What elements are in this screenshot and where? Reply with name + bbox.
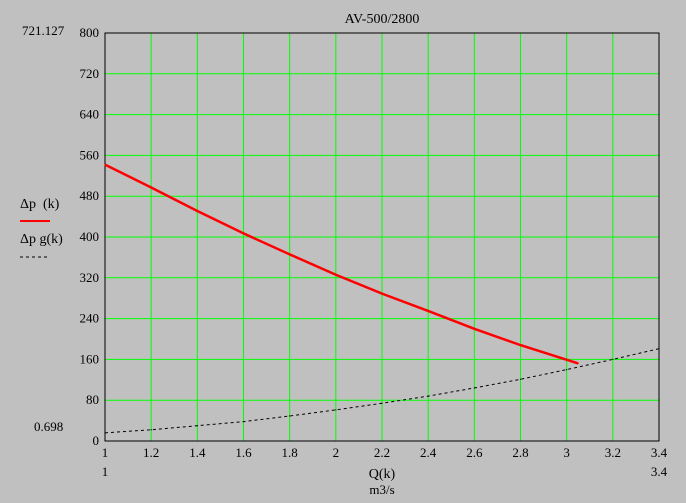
series-point [150, 429, 152, 431]
x-axis-label: Q(k) [369, 467, 396, 482]
series-point [427, 395, 429, 397]
series-point [196, 210, 198, 212]
x-tick-label: 1.6 [235, 445, 252, 460]
series-point [196, 425, 198, 427]
x-tick-label: 3.4 [651, 445, 668, 460]
x-axis-unit: m3/s [369, 482, 394, 497]
series-point [335, 274, 337, 276]
y-tick-label: 640 [80, 107, 100, 122]
y-tick-label: 0 [93, 433, 100, 448]
y-tick-label: 160 [80, 351, 100, 366]
x-tick-label: 1.4 [189, 445, 206, 460]
y-range-bottom-label: 0.698 [34, 419, 63, 434]
series-point [289, 253, 291, 255]
series-point [519, 344, 522, 346]
series-point [473, 387, 475, 389]
series-point [427, 310, 429, 312]
series-line-delta-p [104, 163, 579, 365]
x-tick-label: 3 [563, 445, 570, 460]
y-tick-labels: 0 80 160 240 320 400 480 560 640 720 800 [80, 25, 100, 448]
y-tick-label: 400 [80, 229, 100, 244]
series-point [519, 378, 522, 380]
y-tick-label: 80 [86, 392, 99, 407]
y-tick-label: 320 [80, 270, 100, 285]
series-point [335, 409, 337, 411]
series-point [473, 328, 475, 330]
x-tick-label: 1 [102, 445, 109, 460]
x-tick-label: 2 [333, 445, 340, 460]
series-point [658, 348, 660, 350]
x-tick-label: 2.2 [374, 445, 390, 460]
series-point [612, 358, 614, 360]
x-range-right-label: 3.4 [651, 464, 668, 479]
x-tick-label: 1.8 [282, 445, 298, 460]
legend-label-delta-p: Δp (k) [20, 197, 60, 212]
x-tick-labels: 1 1.2 1.4 1.6 1.8 2 2.2 2.4 2.6 2.8 3 3.2 3.4 [102, 445, 668, 460]
y-tick-label: 480 [80, 188, 100, 203]
series-point [150, 186, 152, 189]
x-tick-label: 2.4 [420, 445, 437, 460]
series-point [242, 421, 245, 423]
y-tick-label: 240 [80, 311, 100, 326]
series-point [242, 232, 245, 235]
plot-frame [104, 32, 660, 442]
x-tick-label: 2.6 [466, 445, 483, 460]
series-point [381, 402, 383, 404]
x-range-left-label: 1 [102, 464, 109, 479]
series-point [381, 293, 383, 295]
x-tick-label: 3.2 [605, 445, 621, 460]
legend: Δp (k) Δp g(k) [20, 197, 63, 258]
legend-label-delta-p-g: Δp g(k) [20, 232, 63, 247]
series-point [104, 163, 106, 166]
y-tick-label: 800 [80, 25, 100, 40]
y-range-top-label: 721.127 [22, 23, 65, 38]
chart-title: AV-500/2800 [345, 12, 420, 27]
grid-lines [105, 33, 659, 441]
series-point [577, 362, 579, 365]
series-layer [104, 163, 660, 434]
series-point [289, 415, 291, 417]
y-tick-label: 560 [80, 147, 100, 162]
series-point [566, 369, 568, 371]
x-tick-label: 1.2 [143, 445, 159, 460]
series-point [104, 432, 106, 434]
x-tick-label: 2.8 [512, 445, 528, 460]
y-tick-label: 720 [80, 66, 100, 81]
